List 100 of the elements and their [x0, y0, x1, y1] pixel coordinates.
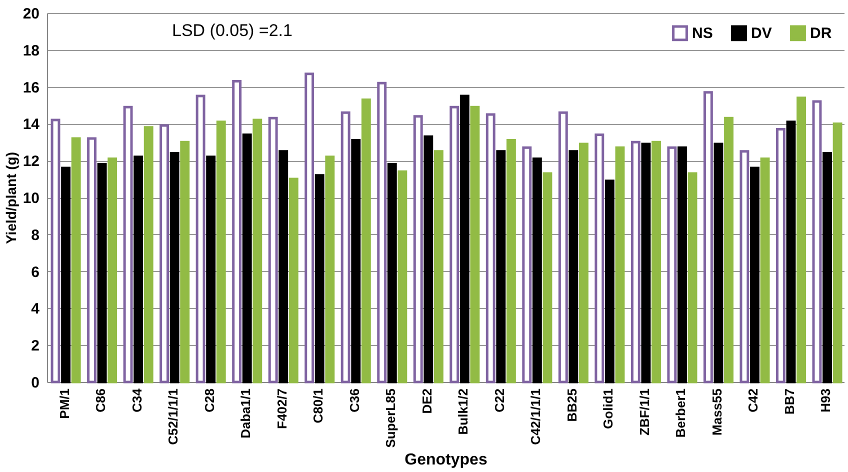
bar: [123, 106, 133, 384]
x-tick-label: Bulk1/2: [456, 388, 471, 435]
y-tick-label: 8: [31, 226, 40, 244]
x-tick-label: C52/1/1/1: [166, 388, 181, 445]
y-tick-label: 20: [22, 6, 40, 22]
y-tick-label: 0: [31, 374, 40, 392]
bar: [87, 137, 96, 384]
bar: [97, 163, 107, 384]
bar: [812, 100, 822, 384]
x-tick-label: C80/1: [310, 388, 326, 424]
bar: [630, 140, 640, 384]
bar: [460, 94, 470, 384]
bar: [796, 96, 806, 384]
bar: [180, 140, 190, 384]
x-axis-title: Genotypes: [404, 452, 488, 469]
legend-label: DR: [810, 25, 832, 42]
bar: [532, 158, 542, 384]
bar: [450, 106, 460, 384]
bar: [50, 118, 60, 384]
bar: [506, 139, 516, 384]
bar: [144, 126, 154, 384]
bar: [688, 172, 698, 384]
bar: [134, 156, 144, 384]
bar: [170, 152, 180, 384]
bar: [71, 137, 81, 384]
y-tick-label: 12: [22, 153, 40, 170]
bar: [424, 135, 434, 384]
bar: [496, 150, 506, 384]
x-tick-label: Daba1/1: [238, 388, 254, 438]
bar: [387, 163, 397, 384]
bar: [160, 124, 170, 384]
bar: [652, 140, 661, 384]
bar: [252, 118, 262, 384]
x-tick-label: DE2: [419, 388, 434, 414]
bar: [361, 98, 371, 384]
x-tick-label: C36: [346, 388, 362, 412]
x-tick-label: Berber1: [673, 388, 688, 438]
x-tick-label: C28: [202, 388, 217, 412]
x-tick-label: F402/7: [274, 388, 290, 429]
bar: [678, 146, 687, 384]
bar: [568, 150, 578, 384]
bar: [108, 158, 118, 384]
bar: [786, 120, 796, 384]
bar: [558, 111, 568, 384]
bar: [776, 128, 786, 384]
y-tick-label: 4: [31, 300, 40, 318]
bar: [61, 166, 71, 384]
bar: [579, 142, 588, 384]
x-tick-label: ZBF/1/1: [636, 388, 652, 436]
bar: [377, 82, 387, 384]
bar: [206, 156, 216, 384]
bar: [288, 178, 298, 384]
bar: [703, 91, 713, 384]
x-tick-label: H93: [818, 388, 834, 412]
bar: [340, 111, 350, 384]
bar: [542, 172, 552, 384]
x-tick-label: C86: [93, 388, 108, 412]
y-axis-title: Yield/plant (g): [2, 152, 19, 244]
x-tick-label: SuperL85: [383, 388, 398, 448]
bar: [714, 142, 724, 384]
x-tick-label: Mass55: [709, 388, 724, 436]
y-tick-label: 10: [22, 190, 40, 207]
bar: [314, 174, 324, 384]
bar: [196, 94, 206, 384]
bar: [325, 156, 335, 384]
bar: [822, 152, 832, 384]
bar: [278, 150, 288, 384]
x-tick-label: Golid1: [600, 388, 616, 429]
bar: [724, 116, 734, 384]
bar: [351, 139, 361, 384]
bar: [304, 72, 314, 384]
x-tick-label: C34: [129, 388, 144, 412]
bar: [641, 142, 651, 384]
y-tick-label: 2: [31, 338, 40, 355]
bar: [470, 106, 480, 384]
x-tick-label: BB25: [564, 388, 580, 422]
x-tick-label: PM/1: [56, 388, 72, 419]
bar: [232, 80, 242, 384]
bar: [750, 166, 760, 384]
x-tick-label: C42/1/1/1: [528, 388, 544, 445]
y-tick-label: 18: [22, 42, 40, 60]
bar: [740, 150, 750, 384]
y-tick-label: 14: [22, 116, 40, 134]
bar: [268, 116, 278, 384]
bar: [242, 134, 252, 384]
bar: [832, 122, 842, 384]
bar: [486, 113, 496, 384]
annotation: LSD (0.05) =2.1: [172, 21, 292, 40]
y-tick-label: 6: [31, 264, 40, 281]
bar: [398, 170, 408, 384]
y-tick-label: 16: [22, 79, 40, 96]
bar: [760, 158, 770, 384]
x-tick-label: C42: [746, 388, 761, 412]
bar: [615, 146, 625, 384]
bar: [594, 134, 604, 384]
bar: [604, 180, 614, 384]
bar: [216, 120, 226, 384]
x-tick-label: C22: [492, 388, 507, 412]
bar: [667, 146, 677, 384]
bar: [413, 115, 423, 384]
